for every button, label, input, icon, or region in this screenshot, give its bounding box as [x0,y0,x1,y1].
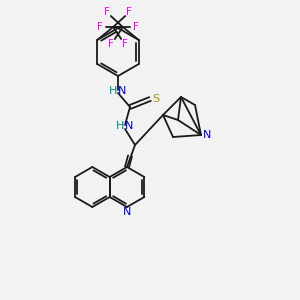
Text: N: N [203,130,211,140]
Text: N: N [118,86,126,96]
Text: F: F [126,7,132,17]
Text: H: H [109,86,117,96]
Text: S: S [152,94,160,104]
Text: F: F [97,22,103,32]
Text: F: F [122,39,128,49]
Text: F: F [108,39,114,49]
Text: F: F [104,7,110,17]
Text: F: F [133,22,139,32]
Text: N: N [123,207,131,217]
Text: N: N [125,121,133,131]
Text: H: H [116,121,124,131]
